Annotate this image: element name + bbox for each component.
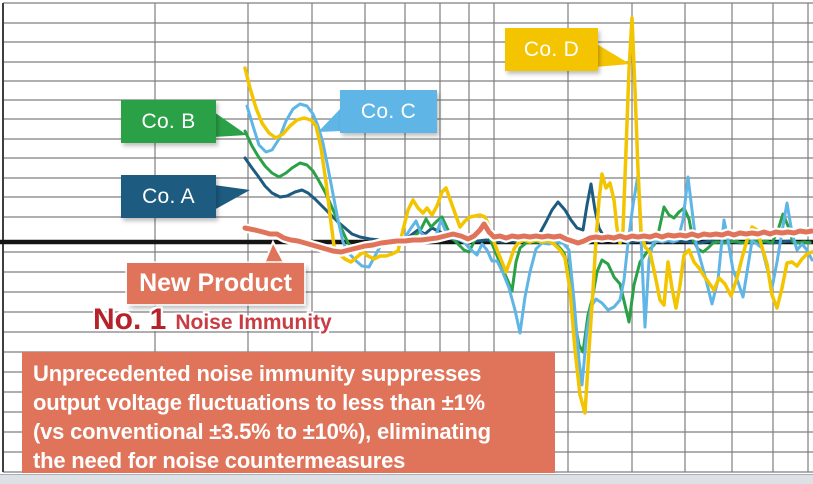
callout-co-b-label: Co. B [141, 109, 196, 133]
grid-and-series-layer [0, 2, 813, 473]
callout-new-product: New Product [127, 263, 304, 304]
callout-co-a: Co. A [121, 175, 216, 218]
co-c-pointer [318, 107, 342, 132]
rank-subject-text: Noise Immunity [175, 311, 332, 334]
callout-pointers [214, 43, 630, 267]
callout-co-a-label: Co. A [142, 184, 195, 208]
callout-co-c-label: Co. C [360, 99, 417, 123]
benefit-description-box: Unprecedented noise immunity suppresses … [22, 352, 555, 473]
callout-co-c: Co. C [340, 90, 437, 133]
callout-new-product-label: New Product [139, 269, 292, 297]
co-d-pointer [595, 43, 630, 67]
rank-number-text: No. 1 [93, 303, 167, 336]
callout-co-d: Co. D [505, 28, 598, 71]
bottom-gray-strip [0, 474, 813, 484]
callout-co-b: Co. B [121, 100, 216, 143]
callout-co-d-label: Co. D [523, 37, 580, 61]
rank-claim: No. 1 Noise Immunity [93, 303, 332, 337]
co-b-pointer [214, 112, 247, 137]
co-a-pointer [214, 185, 250, 210]
